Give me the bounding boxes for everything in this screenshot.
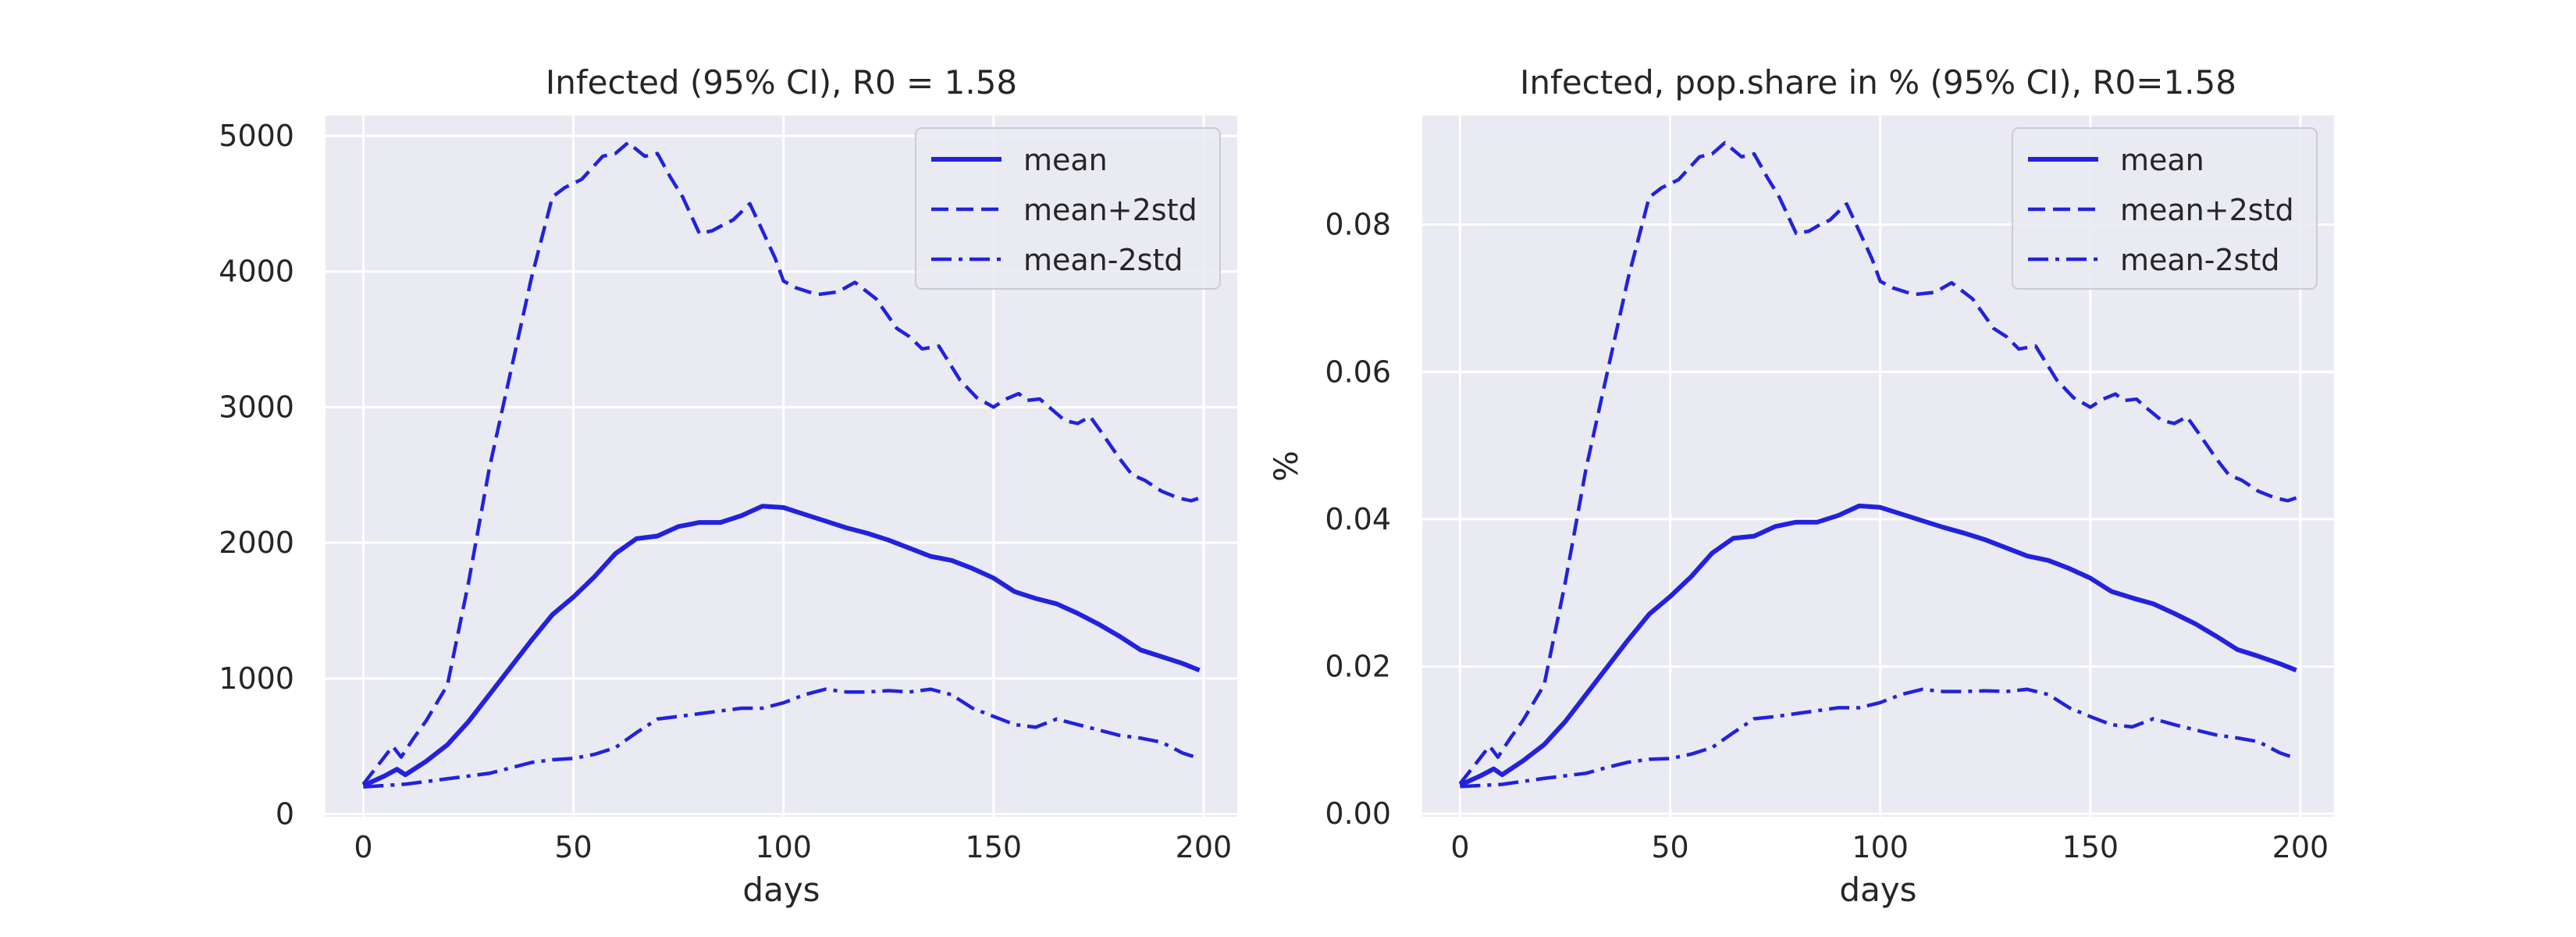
x-tick-label: 100 — [755, 830, 812, 864]
chart-panel-infected-share: 0 50 100 150 200 0.00 0.02 0.04 0.06 0.08 Infecte… — [1267, 63, 2334, 909]
legend-label: mean — [1023, 143, 1108, 177]
legend-label: mean-2std — [1023, 243, 1183, 277]
legend-label: mean+2std — [1023, 193, 1197, 227]
series-line-mean-2std — [1460, 687, 2297, 789]
tick-labels: 0 50 100 150 200 0.00 0.02 0.04 0.06 0.08 — [1325, 208, 2329, 864]
legend-label: mean — [2120, 143, 2204, 177]
x-tick-label: 150 — [2062, 830, 2119, 864]
x-tick-label: 150 — [966, 830, 1023, 864]
x-tick-label: 0 — [354, 830, 372, 864]
chart-title: Infected, pop.share in % (95% CI), R0=1.… — [1520, 63, 2236, 102]
legend-label: mean+2std — [2120, 193, 2294, 227]
y-tick-label: 3000 — [219, 390, 294, 424]
series-lines — [361, 141, 1201, 789]
legend: mean mean+2std mean-2std — [2012, 127, 2318, 290]
legend-label: mean-2std — [2120, 243, 2279, 277]
y-tick-label: 0.08 — [1325, 208, 1391, 242]
legend: mean mean+2std mean-2std — [915, 127, 1221, 290]
legend-box — [2012, 127, 2318, 290]
y-tick-label: 0.02 — [1325, 650, 1391, 684]
x-axis-label: days — [1839, 871, 1916, 909]
y-tick-label: 0.06 — [1325, 354, 1391, 389]
legend-box — [915, 127, 1221, 290]
x-tick-label: 50 — [554, 830, 592, 864]
series-line-mean-2std — [361, 141, 1201, 786]
series-line-mean — [362, 504, 1201, 788]
y-tick-label: 2000 — [219, 526, 294, 560]
chart-title: Infected (95% CI), R0 = 1.58 — [546, 63, 1017, 102]
series-line-mean-2std — [363, 687, 1201, 789]
x-tick-label: 50 — [1651, 830, 1688, 864]
y-tick-label: 4000 — [219, 255, 294, 289]
y-tick-label: 1000 — [219, 661, 294, 696]
series-lines — [1458, 141, 2297, 789]
x-tick-label: 100 — [1852, 830, 1909, 864]
y-tick-label: 0 — [276, 797, 294, 832]
x-tick-label: 200 — [2272, 830, 2329, 864]
y-axis-label: % — [1267, 451, 1305, 482]
y-tick-label: 0.04 — [1325, 502, 1391, 536]
series-line-mean-2std — [1458, 141, 2297, 785]
x-tick-label: 0 — [1450, 830, 1469, 864]
series-line-mean — [1459, 503, 2297, 788]
x-axis-label: days — [742, 871, 820, 909]
y-tick-label: 0.00 — [1325, 796, 1391, 831]
y-tick-label: 5000 — [219, 119, 294, 153]
x-tick-label: 200 — [1176, 830, 1233, 864]
